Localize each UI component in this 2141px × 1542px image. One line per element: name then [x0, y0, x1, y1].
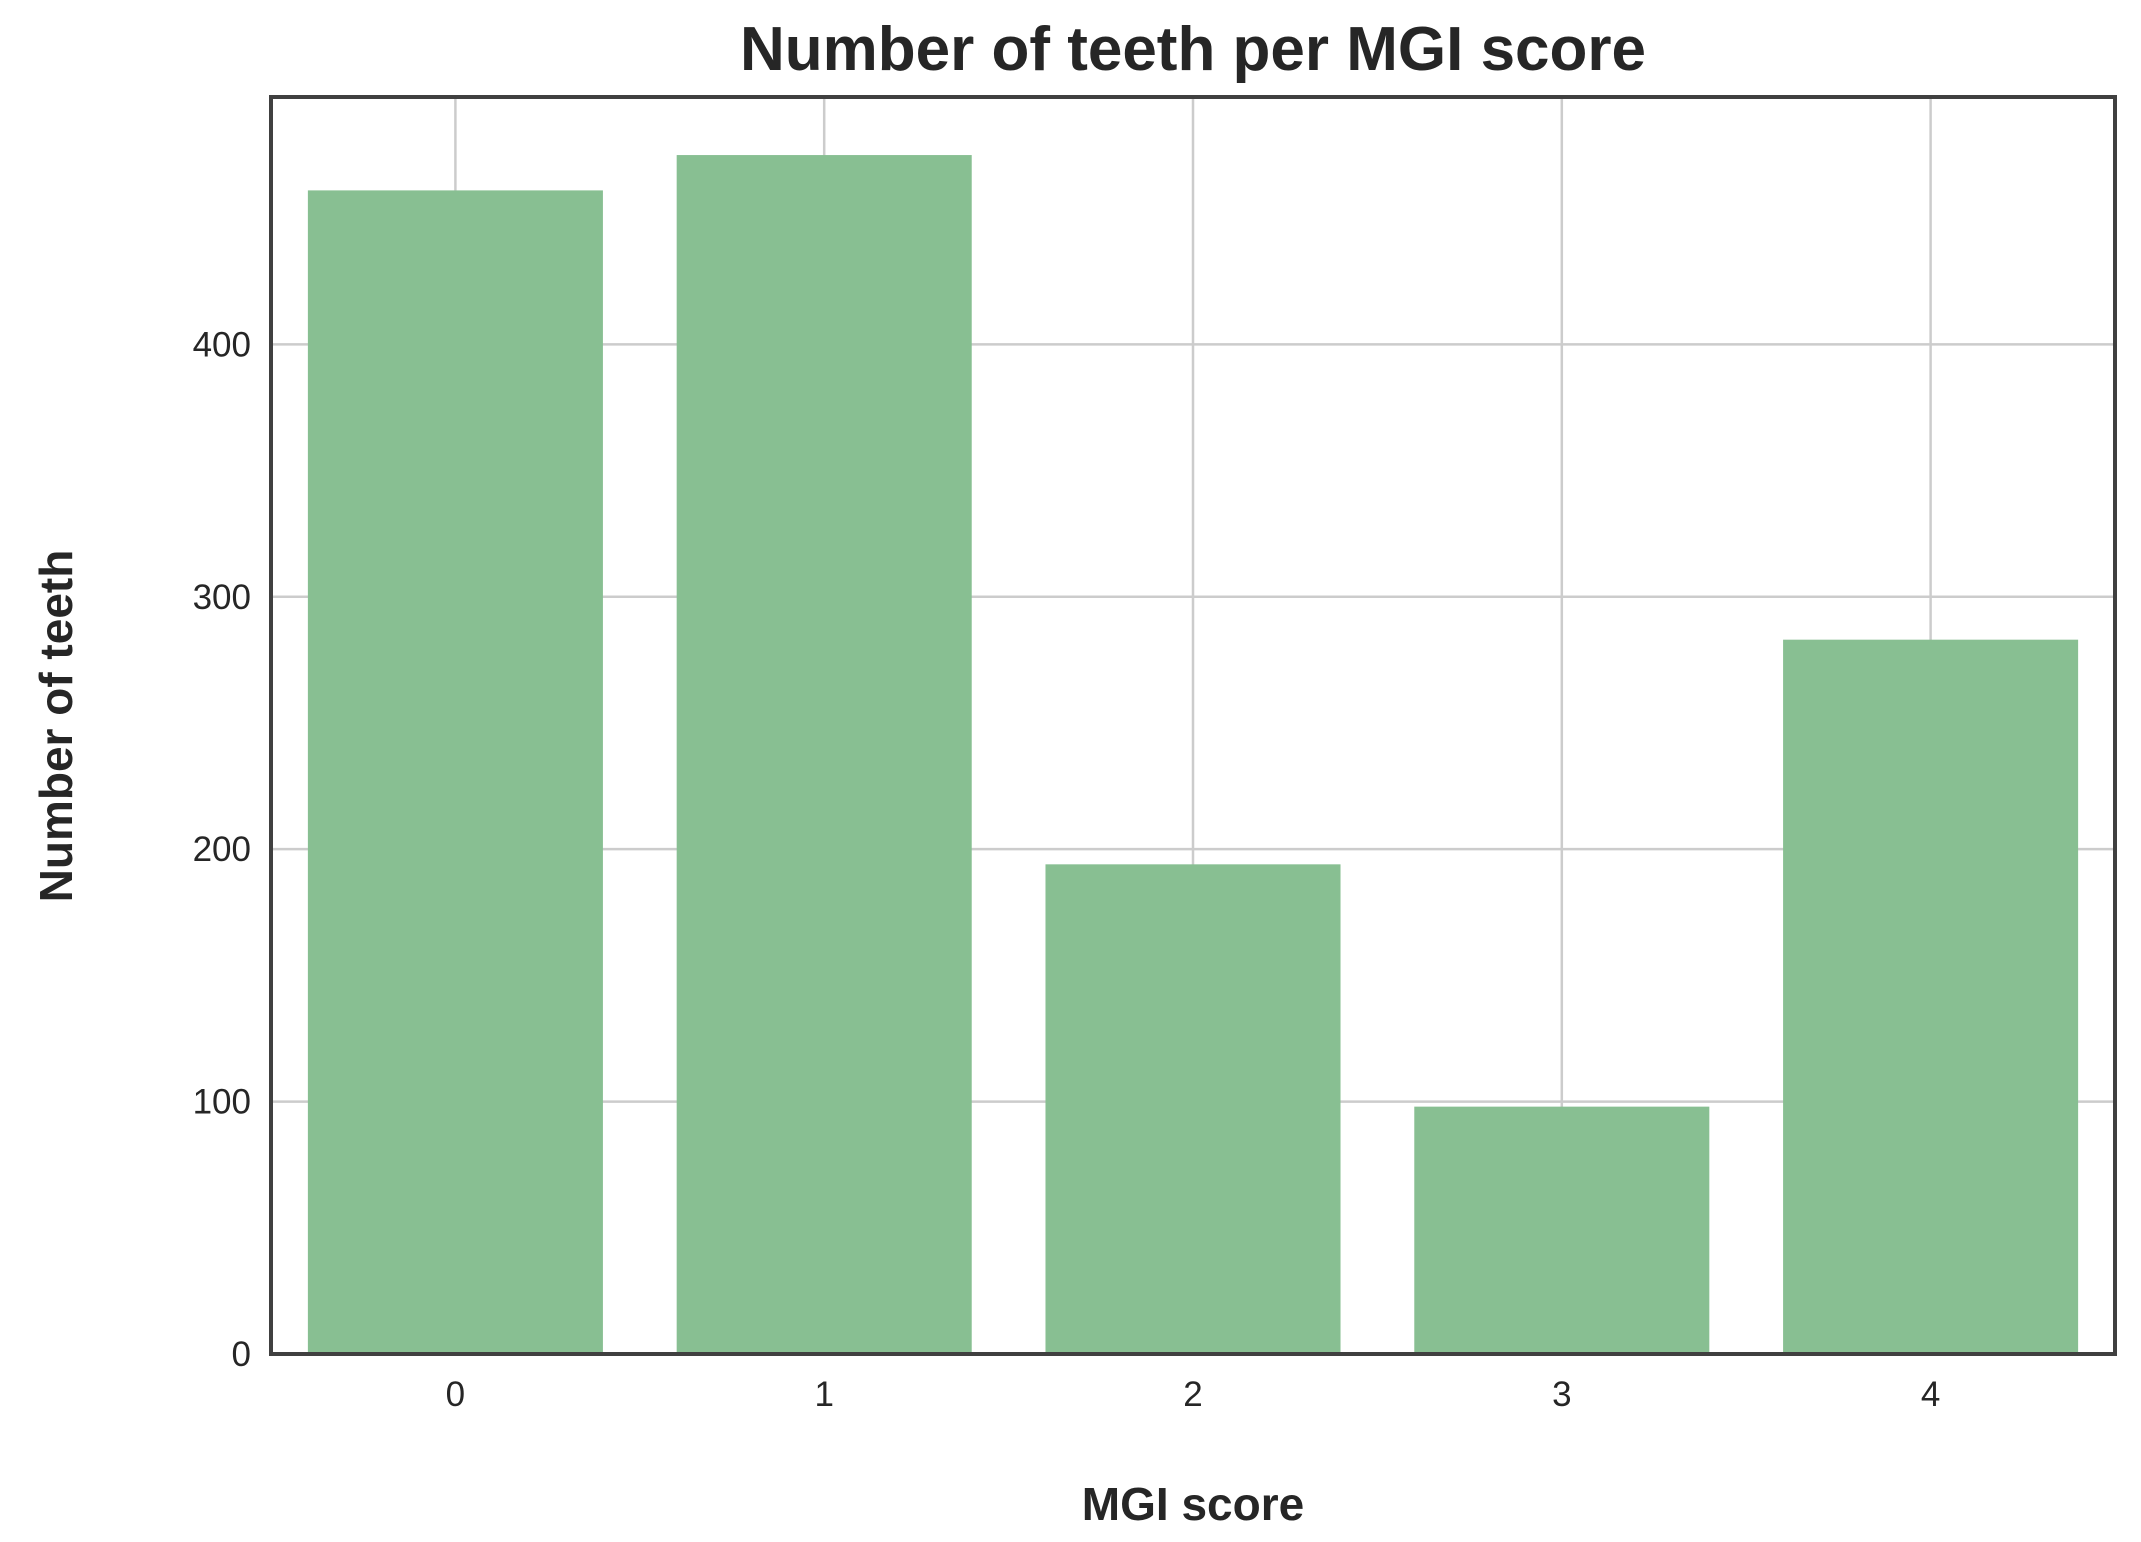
y-tick-label: 400: [193, 325, 251, 364]
x-tick-labels: 0 1 2 3 4: [446, 1375, 1941, 1414]
bar-0: [307, 190, 603, 1354]
y-tick-label: 300: [193, 578, 251, 617]
x-axis-label: MGI score: [1082, 1478, 1304, 1530]
y-tick-label: 200: [193, 830, 251, 869]
chart-title: Number of teeth per MGI score: [740, 15, 1646, 84]
bar-2: [1045, 864, 1341, 1354]
y-tick-labels: 0 100 200 300 400: [193, 325, 251, 1374]
x-tick-label: 0: [446, 1375, 465, 1414]
plot-frame: [269, 95, 2117, 1356]
x-tick-label: 1: [814, 1375, 833, 1414]
bars: [307, 155, 2079, 1355]
y-tick-label: 0: [232, 1335, 251, 1374]
x-tick-label: 2: [1183, 1375, 1202, 1414]
x-tick-label: 4: [1921, 1375, 1940, 1414]
x-tick-label: 3: [1552, 1375, 1571, 1414]
bar-1: [676, 155, 972, 1355]
y-tick-label: 100: [193, 1083, 251, 1122]
y-axis-label: Number of teeth: [30, 550, 82, 903]
bar-4: [1783, 639, 2079, 1354]
bar-3: [1414, 1106, 1710, 1354]
